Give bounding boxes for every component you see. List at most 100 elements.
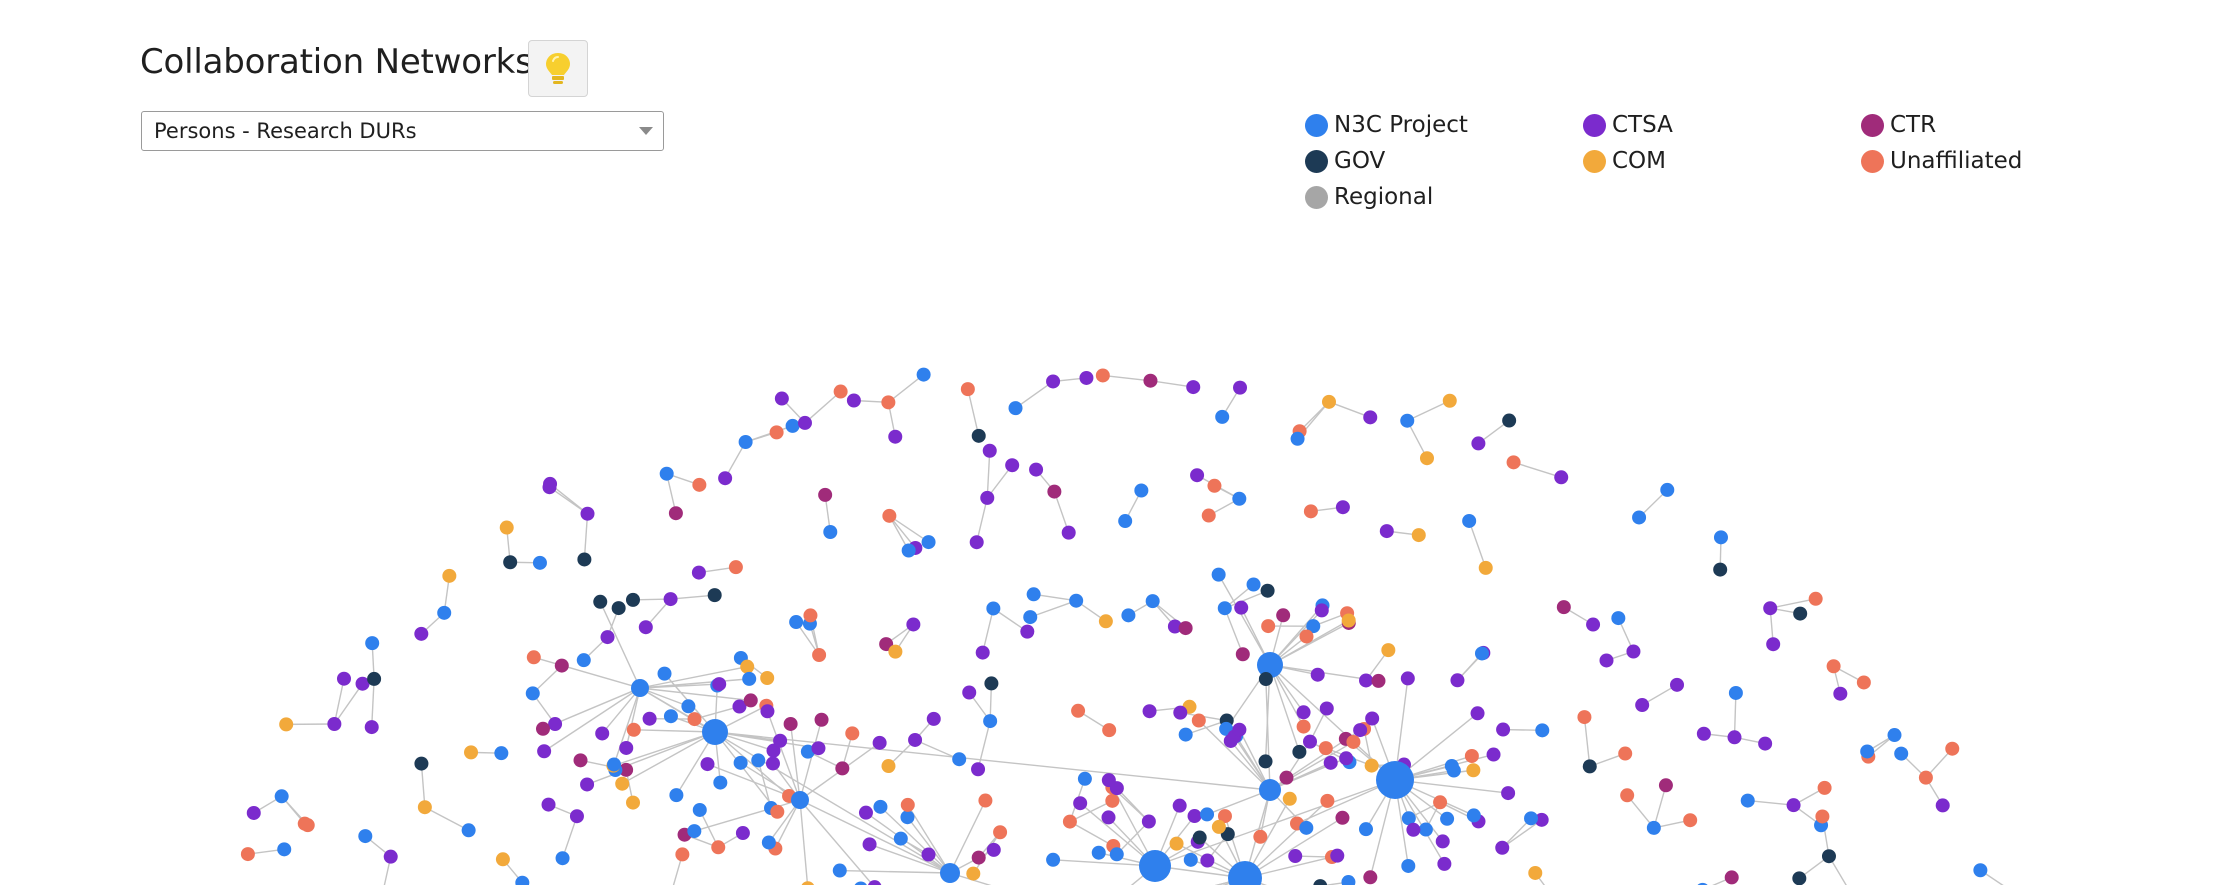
network-node[interactable] bbox=[1826, 659, 1841, 674]
network-node[interactable] bbox=[1098, 614, 1113, 629]
legend-item-regional[interactable]: Regional bbox=[1305, 182, 1433, 212]
network-node[interactable] bbox=[1535, 723, 1550, 738]
network-node[interactable] bbox=[1101, 773, 1116, 788]
network-node[interactable] bbox=[881, 759, 896, 774]
network-node[interactable] bbox=[1105, 793, 1120, 808]
network-node[interactable] bbox=[921, 847, 936, 862]
network-node[interactable] bbox=[1524, 811, 1539, 826]
network-node[interactable] bbox=[1207, 478, 1222, 493]
network-node[interactable] bbox=[1211, 819, 1226, 834]
network-node[interactable] bbox=[812, 647, 827, 662]
network-node[interactable] bbox=[437, 605, 452, 620]
network-node[interactable] bbox=[1314, 603, 1329, 618]
network-node[interactable] bbox=[986, 601, 1001, 616]
network-node[interactable] bbox=[1282, 791, 1297, 806]
network-node[interactable] bbox=[277, 842, 292, 857]
network-node[interactable] bbox=[1618, 746, 1633, 761]
network-node[interactable] bbox=[526, 650, 541, 665]
network-node[interactable] bbox=[833, 384, 848, 399]
network-node[interactable] bbox=[888, 429, 903, 444]
network-node[interactable] bbox=[1320, 793, 1335, 808]
network-node[interactable] bbox=[365, 636, 380, 651]
network-node[interactable] bbox=[383, 849, 398, 864]
network-node[interactable] bbox=[1670, 677, 1685, 692]
network-node[interactable] bbox=[846, 393, 861, 408]
network-node[interactable] bbox=[537, 744, 552, 759]
network-node[interactable] bbox=[1335, 810, 1350, 825]
network-node[interactable] bbox=[626, 722, 641, 737]
network-node[interactable] bbox=[881, 395, 896, 410]
network-node[interactable] bbox=[541, 797, 556, 812]
network-node[interactable] bbox=[1501, 786, 1516, 801]
network-node[interactable] bbox=[1437, 856, 1452, 871]
network-node[interactable] bbox=[1290, 431, 1305, 446]
network-node[interactable] bbox=[1534, 812, 1549, 827]
network-node[interactable] bbox=[1821, 849, 1836, 864]
network-node[interactable] bbox=[464, 745, 479, 760]
network-node[interactable] bbox=[713, 775, 728, 790]
network-node[interactable] bbox=[1466, 763, 1481, 778]
network-node[interactable] bbox=[983, 714, 998, 729]
network-node[interactable] bbox=[774, 391, 789, 406]
network-node[interactable] bbox=[1364, 758, 1379, 773]
network-node[interactable] bbox=[1029, 462, 1044, 477]
network-node[interactable] bbox=[1359, 673, 1374, 688]
network-node[interactable] bbox=[789, 615, 804, 630]
network-node[interactable] bbox=[1091, 845, 1106, 860]
network-node[interactable] bbox=[1200, 853, 1215, 868]
network-node[interactable] bbox=[733, 755, 748, 770]
network-node[interactable] bbox=[495, 852, 510, 867]
network-node[interactable] bbox=[962, 685, 977, 700]
network-node[interactable] bbox=[803, 608, 818, 623]
network-node[interactable] bbox=[769, 425, 784, 440]
network-node[interactable] bbox=[692, 802, 707, 817]
network-node[interactable] bbox=[1464, 748, 1479, 763]
network-node[interactable] bbox=[1478, 560, 1493, 575]
network-node[interactable] bbox=[600, 630, 615, 645]
network-node[interactable] bbox=[858, 805, 873, 820]
network-node[interactable] bbox=[1178, 621, 1193, 636]
network-node[interactable] bbox=[845, 726, 860, 741]
network-node[interactable] bbox=[300, 818, 315, 833]
network-node[interactable] bbox=[1260, 583, 1275, 598]
network-node[interactable] bbox=[336, 671, 351, 686]
network-node[interactable] bbox=[1341, 875, 1356, 885]
network-node[interactable] bbox=[1658, 778, 1673, 793]
network-node[interactable] bbox=[785, 418, 800, 433]
network-node[interactable] bbox=[1471, 436, 1486, 451]
network-node[interactable] bbox=[1258, 754, 1273, 769]
network-node[interactable] bbox=[619, 762, 634, 777]
network-node[interactable] bbox=[503, 555, 518, 570]
network-node[interactable] bbox=[1683, 813, 1698, 828]
network-node[interactable] bbox=[687, 712, 702, 727]
network-node[interactable] bbox=[625, 592, 640, 607]
network-node[interactable] bbox=[1178, 727, 1193, 742]
network-node[interactable] bbox=[728, 560, 743, 575]
network-node[interactable] bbox=[879, 637, 894, 652]
network-node[interactable] bbox=[573, 753, 588, 768]
network-node[interactable] bbox=[1401, 811, 1416, 826]
network-node[interactable] bbox=[1474, 646, 1489, 661]
network-node[interactable] bbox=[882, 508, 897, 523]
network-node[interactable] bbox=[1435, 834, 1450, 849]
network-node[interactable] bbox=[1808, 591, 1823, 606]
network-node[interactable] bbox=[1234, 600, 1249, 615]
network-node[interactable] bbox=[1143, 373, 1158, 388]
network-node[interactable] bbox=[1462, 513, 1477, 528]
network-hub-node[interactable] bbox=[1376, 761, 1414, 799]
network-node[interactable] bbox=[1363, 410, 1378, 425]
network-node[interactable] bbox=[1346, 734, 1361, 749]
network-node[interactable] bbox=[668, 506, 683, 521]
network-node[interactable] bbox=[761, 835, 776, 850]
network-node[interactable] bbox=[966, 866, 981, 881]
network-node[interactable] bbox=[1419, 451, 1434, 466]
network-node[interactable] bbox=[525, 686, 540, 701]
network-node[interactable] bbox=[1365, 711, 1380, 726]
network-node[interactable] bbox=[1183, 852, 1198, 867]
network-node[interactable] bbox=[1406, 822, 1421, 837]
network-node[interactable] bbox=[1335, 500, 1350, 515]
network-node[interactable] bbox=[1632, 510, 1647, 525]
network-node[interactable] bbox=[1200, 807, 1215, 822]
network-node[interactable] bbox=[1296, 719, 1311, 734]
network-node[interactable] bbox=[499, 520, 514, 535]
